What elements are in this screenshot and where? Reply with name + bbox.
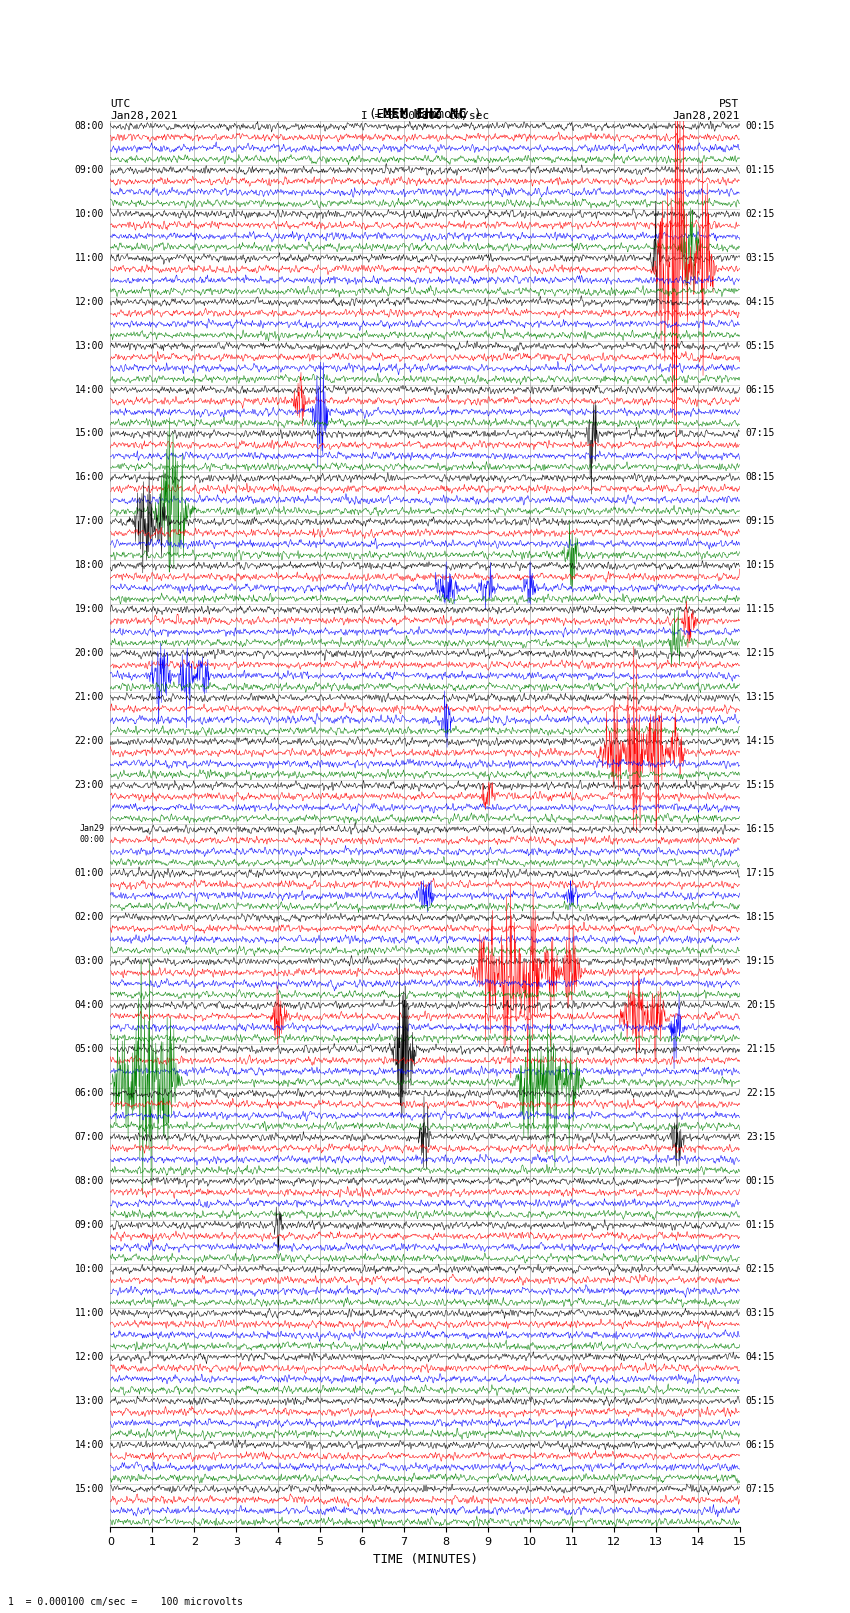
Text: 06:00: 06:00 [75, 1087, 105, 1098]
Text: 22:00: 22:00 [75, 736, 105, 747]
X-axis label: TIME (MINUTES): TIME (MINUTES) [372, 1553, 478, 1566]
Text: I = 0.000100 cm/sec: I = 0.000100 cm/sec [361, 87, 489, 121]
Text: 10:00: 10:00 [75, 208, 105, 219]
Text: 14:00: 14:00 [75, 384, 105, 395]
Text: 11:00: 11:00 [75, 253, 105, 263]
Text: 19:00: 19:00 [75, 605, 105, 615]
Text: 03:15: 03:15 [745, 253, 775, 263]
Text: 18:15: 18:15 [745, 911, 775, 923]
Text: (East Mammoth ): (East Mammoth ) [369, 94, 481, 121]
Text: 20:00: 20:00 [75, 648, 105, 658]
Text: 11:00: 11:00 [75, 1308, 105, 1318]
Text: 04:00: 04:00 [75, 1000, 105, 1010]
Text: 21:15: 21:15 [745, 1044, 775, 1053]
Text: MEM EHZ NC: MEM EHZ NC [383, 106, 467, 121]
Text: 19:15: 19:15 [745, 957, 775, 966]
Text: 12:00: 12:00 [75, 1352, 105, 1361]
Text: 07:00: 07:00 [75, 1132, 105, 1142]
Text: 13:00: 13:00 [75, 340, 105, 350]
Text: 09:00: 09:00 [75, 1219, 105, 1229]
Text: 21:00: 21:00 [75, 692, 105, 702]
Text: Jan29
00:00: Jan29 00:00 [79, 824, 105, 844]
Text: 00:15: 00:15 [745, 121, 775, 131]
Text: 05:15: 05:15 [745, 1395, 775, 1405]
Text: 07:15: 07:15 [745, 1484, 775, 1494]
Text: 20:15: 20:15 [745, 1000, 775, 1010]
Text: 10:15: 10:15 [745, 560, 775, 571]
Text: 15:15: 15:15 [745, 781, 775, 790]
Text: PST
Jan28,2021: PST Jan28,2021 [672, 98, 740, 121]
Text: 02:15: 02:15 [745, 1263, 775, 1274]
Text: 01:00: 01:00 [75, 868, 105, 877]
Text: 17:00: 17:00 [75, 516, 105, 526]
Text: 13:00: 13:00 [75, 1395, 105, 1405]
Text: 16:00: 16:00 [75, 473, 105, 482]
Text: 05:00: 05:00 [75, 1044, 105, 1053]
Text: 09:00: 09:00 [75, 165, 105, 174]
Text: UTC
Jan28,2021: UTC Jan28,2021 [110, 98, 178, 121]
Text: 02:00: 02:00 [75, 911, 105, 923]
Text: 04:15: 04:15 [745, 1352, 775, 1361]
Text: 12:15: 12:15 [745, 648, 775, 658]
Text: 06:15: 06:15 [745, 1439, 775, 1450]
Text: 17:15: 17:15 [745, 868, 775, 877]
Text: 16:15: 16:15 [745, 824, 775, 834]
Text: 08:15: 08:15 [745, 473, 775, 482]
Text: 02:15: 02:15 [745, 208, 775, 219]
Text: 03:15: 03:15 [745, 1308, 775, 1318]
Text: 15:00: 15:00 [75, 429, 105, 439]
Text: 00:15: 00:15 [745, 1176, 775, 1186]
Text: 12:00: 12:00 [75, 297, 105, 306]
Text: 23:00: 23:00 [75, 781, 105, 790]
Text: 15:00: 15:00 [75, 1484, 105, 1494]
Text: 10:00: 10:00 [75, 1263, 105, 1274]
Text: 08:00: 08:00 [75, 121, 105, 131]
Text: 14:15: 14:15 [745, 736, 775, 747]
Text: 11:15: 11:15 [745, 605, 775, 615]
Text: 09:15: 09:15 [745, 516, 775, 526]
Text: 22:15: 22:15 [745, 1087, 775, 1098]
Text: 14:00: 14:00 [75, 1439, 105, 1450]
Text: 06:15: 06:15 [745, 384, 775, 395]
Text: 01:15: 01:15 [745, 1219, 775, 1229]
Text: 01:15: 01:15 [745, 165, 775, 174]
Text: 04:15: 04:15 [745, 297, 775, 306]
Text: 08:00: 08:00 [75, 1176, 105, 1186]
Text: 05:15: 05:15 [745, 340, 775, 350]
Text: 07:15: 07:15 [745, 429, 775, 439]
Text: 13:15: 13:15 [745, 692, 775, 702]
Text: 18:00: 18:00 [75, 560, 105, 571]
Text: 1  = 0.000100 cm/sec =    100 microvolts: 1 = 0.000100 cm/sec = 100 microvolts [8, 1597, 243, 1607]
Text: 23:15: 23:15 [745, 1132, 775, 1142]
Text: 03:00: 03:00 [75, 957, 105, 966]
